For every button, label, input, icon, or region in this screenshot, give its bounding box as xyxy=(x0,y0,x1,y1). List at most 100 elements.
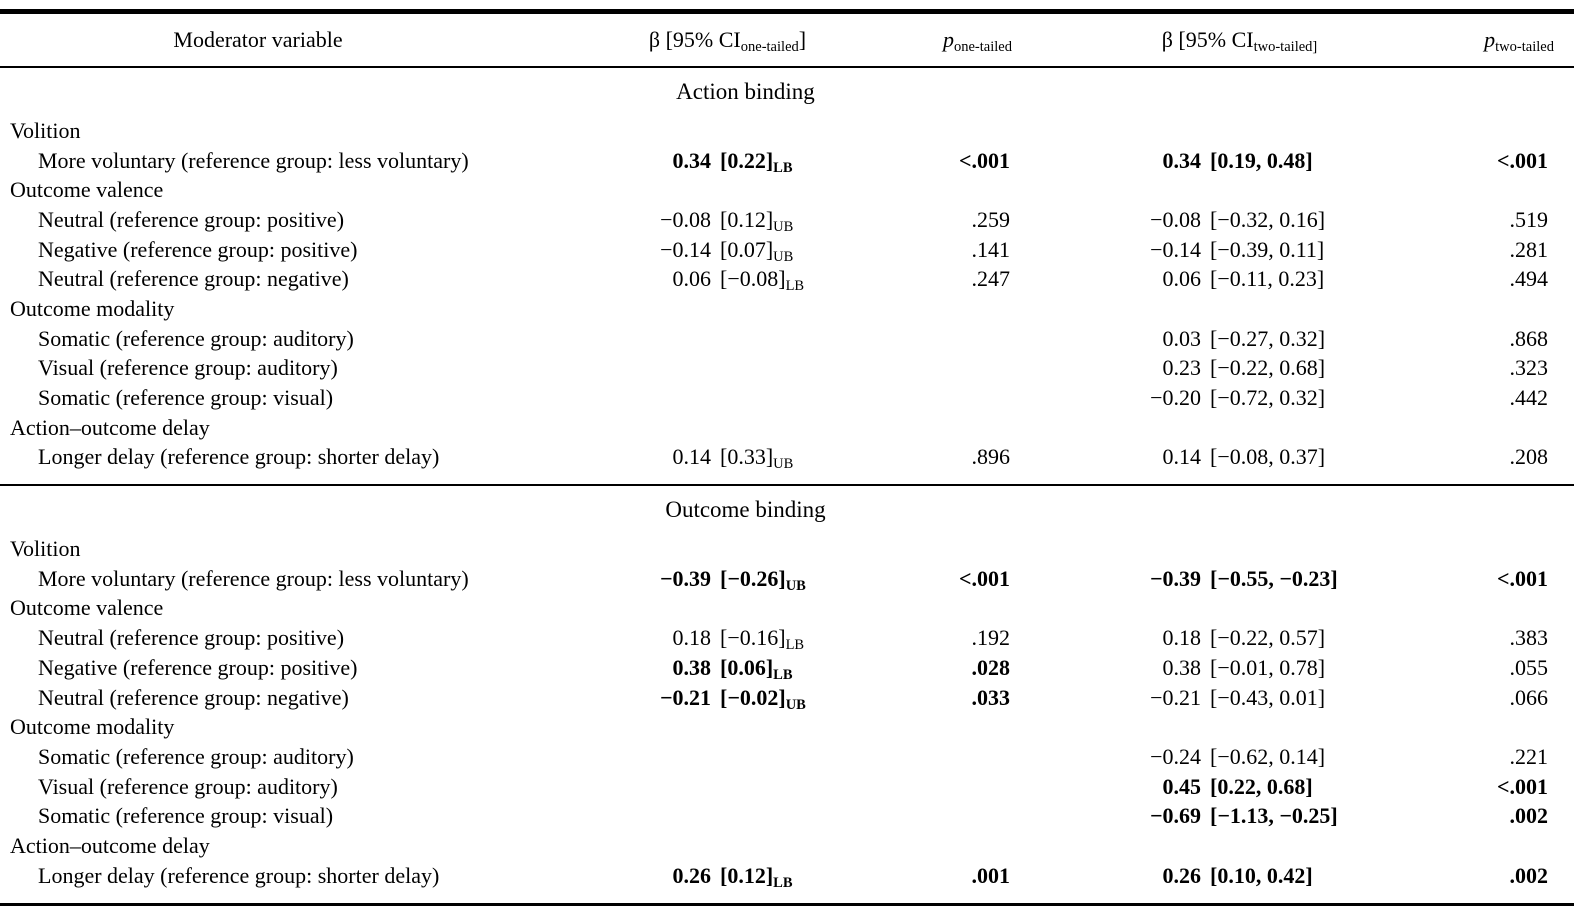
moderator-level-label: Visual (reference group: auditory) xyxy=(38,773,338,799)
p-one-tailed-value xyxy=(880,801,1040,831)
ci-bound: [0.22]LB xyxy=(720,148,793,175)
empty-cell xyxy=(1040,413,1370,443)
ci-bracket: [0.07] xyxy=(720,236,774,262)
beta-value: 0.34 xyxy=(672,147,712,173)
beta-value: −0.14 xyxy=(660,236,711,262)
p-one-tailed-value: .028 xyxy=(971,654,1011,680)
bound-type-subscript: LB xyxy=(785,278,805,295)
two-tailed-subscript: two-tailed] xyxy=(1253,39,1318,56)
beta-value: 0.23 xyxy=(1162,355,1202,381)
table-row: Negative (reference group: positive) −0.… xyxy=(0,235,1574,265)
closing-bracket: ] xyxy=(798,27,807,52)
p-two-tailed-value: .055 xyxy=(1509,654,1549,680)
beta-ci-one-tailed-value xyxy=(610,354,880,384)
ci-interval: [−0.55, −0.23] xyxy=(1210,565,1338,591)
p-two-tailed-value: .494 xyxy=(1509,266,1549,292)
beta-ci-two-tailed-value: 0.06 [−0.11, 0.23] xyxy=(1040,264,1370,294)
p-two-tailed-value: .323 xyxy=(1509,355,1549,381)
col-header-beta-ci-one-tailed: β [95% CIone-tailed] xyxy=(610,11,880,68)
bound-type-subscript: UB xyxy=(785,696,806,713)
beta-ci-one-tailed-value xyxy=(610,383,880,413)
section-bottom-spacer xyxy=(0,472,1574,485)
empty-cell xyxy=(1370,413,1574,443)
category-label: Outcome valence xyxy=(10,595,164,621)
beta-ci-two-tailed-value: 0.38 [−0.01, 0.78] xyxy=(1040,653,1370,683)
ci-bound: [−0.26]UB xyxy=(720,565,806,594)
p-one-tailed-value xyxy=(880,742,1040,772)
beta-ci-one-tailed-value: 0.06 [−0.08]LB xyxy=(610,264,880,294)
beta-value: 0.14 xyxy=(672,444,712,470)
ci-interval: [−0.72, 0.32] xyxy=(1210,385,1326,411)
empty-cell xyxy=(1370,831,1574,861)
empty-cell xyxy=(610,413,880,443)
beta-value: 0.26 xyxy=(1162,862,1202,888)
empty-cell xyxy=(1370,594,1574,624)
table-section: Outcome binding Volition More voluntary … xyxy=(0,485,1574,904)
empty-cell xyxy=(1370,712,1574,742)
beta-value: 0.14 xyxy=(1162,444,1202,470)
category-row: Action–outcome delay xyxy=(0,831,1574,861)
table-row: Somatic (reference group: auditory) −0.2… xyxy=(0,742,1574,772)
p-one-tailed-value xyxy=(880,324,1040,354)
bound-type-subscript: UB xyxy=(785,577,806,594)
table-row: Neutral (reference group: negative) −0.2… xyxy=(0,683,1574,713)
beta-ci-one-tailed-value: 0.14 [0.33]UB xyxy=(610,443,880,473)
p-one-tailed-value: .192 xyxy=(971,625,1011,651)
ci-interval: [0.19, 0.48] xyxy=(1210,147,1313,173)
beta-ci-one-tailed-value: 0.38 [0.06]LB xyxy=(610,653,880,683)
ci-interval: [−0.43, 0.01] xyxy=(1210,684,1326,710)
p-two-tailed-value: .442 xyxy=(1509,385,1549,411)
table-row: Longer delay (reference group: shorter d… xyxy=(0,861,1574,891)
empty-cell xyxy=(880,712,1040,742)
ci-bound: [−0.02]UB xyxy=(720,685,806,713)
ci-bound: [0.12]LB xyxy=(720,863,793,890)
ci-interval: [−0.11, 0.23] xyxy=(1210,266,1325,292)
beta-ci-one-tailed-value xyxy=(610,801,880,831)
ci-interval: [−0.22, 0.68] xyxy=(1210,355,1326,381)
beta-value: 0.03 xyxy=(1162,325,1202,351)
empty-cell xyxy=(880,534,1040,564)
beta-ci-two-tailed-label: β [95% CI xyxy=(1161,27,1254,52)
p-two-tailed-value: .208 xyxy=(1509,444,1549,470)
table-row: Neutral (reference group: positive) −0.0… xyxy=(0,205,1574,235)
ci-interval: [−0.32, 0.16] xyxy=(1210,206,1326,232)
beta-value: 0.06 xyxy=(1162,266,1202,292)
p-one-tailed-value: .001 xyxy=(971,862,1011,888)
beta-ci-two-tailed-value: 0.23 [−0.22, 0.68] xyxy=(1040,354,1370,384)
beta-value: −0.69 xyxy=(1149,803,1201,829)
beta-value: −0.21 xyxy=(659,684,711,710)
beta-value: −0.08 xyxy=(1150,206,1201,232)
ci-bracket: [0.12] xyxy=(720,206,774,232)
category-label: Volition xyxy=(10,117,81,143)
p-two-tailed-value: <.001 xyxy=(1496,147,1548,173)
p-two-tailed-value: .519 xyxy=(1509,206,1549,232)
table-section: Action binding Volition More voluntary (… xyxy=(0,67,1574,486)
category-label: Volition xyxy=(10,536,81,562)
empty-cell xyxy=(1370,294,1574,324)
empty-cell xyxy=(610,831,880,861)
beta-ci-one-tailed-value: 0.18 [−0.16]LB xyxy=(610,623,880,653)
beta-ci-one-tailed-value: −0.39 [−0.26]UB xyxy=(610,564,880,594)
beta-ci-two-tailed-value: −0.21 [−0.43, 0.01] xyxy=(1040,683,1370,713)
col-header-beta-ci-two-tailed: β [95% CItwo-tailed] xyxy=(1040,11,1370,68)
moderator-level-label: Negative (reference group: positive) xyxy=(38,654,358,680)
one-tailed-subscript: one-tailed xyxy=(740,39,799,56)
table-header: Moderator variable β [95% CIone-tailed] … xyxy=(0,11,1574,68)
empty-cell xyxy=(1040,534,1370,564)
ci-bracket: [−0.26] xyxy=(720,565,786,591)
beta-ci-one-tailed-value: −0.21 [−0.02]UB xyxy=(610,683,880,713)
p-two-tailed-value: .066 xyxy=(1509,684,1549,710)
empty-cell xyxy=(610,294,880,324)
ci-bound: [−0.16]LB xyxy=(720,625,804,652)
beta-value: −0.14 xyxy=(1150,236,1201,262)
section-heading-row: Outcome binding xyxy=(0,485,1574,534)
ci-interval: [−0.08, 0.37] xyxy=(1210,444,1326,470)
p-two-tailed-value: .383 xyxy=(1509,625,1549,651)
empty-cell xyxy=(1040,831,1370,861)
beta-ci-one-tailed-value: −0.08 [0.12]UB xyxy=(610,205,880,235)
empty-cell xyxy=(880,116,1040,146)
p-one-tailed-value: .033 xyxy=(971,684,1011,710)
beta-ci-one-tailed-value xyxy=(610,742,880,772)
p-one-tailed-value xyxy=(880,383,1040,413)
category-row: Outcome modality xyxy=(0,294,1574,324)
